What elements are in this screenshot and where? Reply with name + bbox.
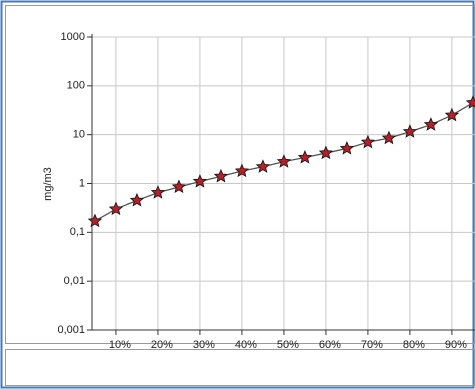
point — [402, 124, 418, 138]
x-tick-label: 60% — [319, 339, 341, 351]
x-tick-label: 70% — [361, 339, 383, 351]
y-tick-label: 100 — [67, 80, 85, 92]
x-tick-label: 20% — [151, 339, 173, 351]
lower-panel — [5, 349, 475, 386]
point — [465, 95, 475, 109]
point — [192, 173, 208, 188]
point — [129, 192, 145, 207]
point — [318, 145, 334, 160]
x-tick-label: 40% — [235, 339, 257, 351]
point — [423, 117, 439, 131]
x-tick-label: 10% — [109, 339, 131, 351]
x-tick-label: 50% — [277, 339, 299, 351]
y-tick-label: 10 — [73, 129, 85, 141]
y-tick-label: 0,1 — [70, 226, 85, 238]
point — [171, 179, 187, 194]
point — [297, 150, 313, 164]
point — [360, 134, 376, 149]
y-tick-label: 1 — [79, 177, 85, 189]
x-tick-label: 80% — [403, 339, 425, 351]
point — [150, 185, 166, 199]
point — [276, 154, 292, 168]
y-tick-label: 0,001 — [57, 324, 85, 336]
point — [255, 159, 271, 173]
point — [381, 130, 397, 145]
point — [444, 107, 460, 122]
point — [339, 140, 355, 155]
x-tick-label: 30% — [193, 339, 215, 351]
y-tick-label: 0,01 — [64, 275, 85, 287]
y-tick-label: 1000 — [61, 31, 85, 43]
point — [108, 201, 124, 216]
point — [234, 163, 250, 178]
point — [87, 213, 103, 228]
x-tick-label: 90% — [445, 339, 467, 351]
point — [213, 168, 229, 183]
y-axis-label: mg/m3 — [42, 167, 54, 201]
